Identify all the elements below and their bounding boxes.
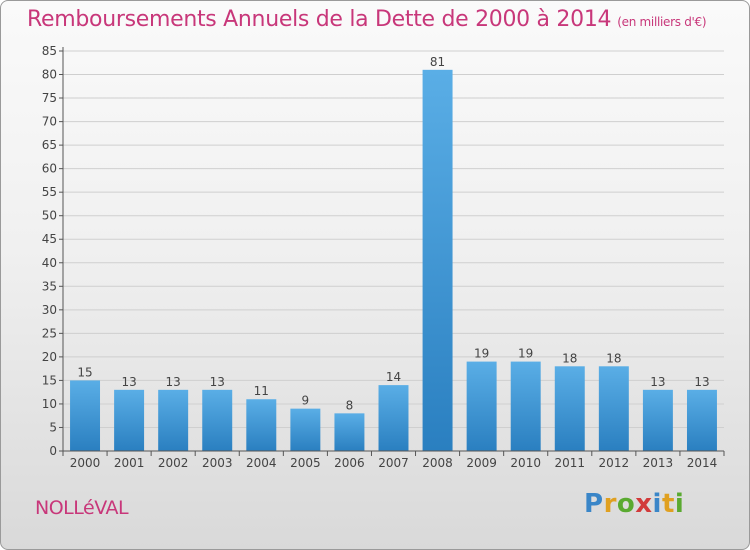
bar-value-label: 13 [694, 375, 709, 389]
y-tick-label: 40 [42, 256, 57, 270]
y-tick-label: 50 [42, 209, 57, 223]
logo-letter: x [635, 489, 653, 519]
logo-letter: i [674, 489, 685, 519]
bar-value-label: 81 [430, 55, 445, 69]
y-tick-label: 35 [42, 279, 57, 293]
bar [510, 361, 541, 451]
bar [70, 380, 101, 451]
x-tick-label: 2007 [378, 456, 409, 470]
bar [334, 413, 365, 451]
bar-value-label: 13 [650, 375, 665, 389]
y-tick-label: 85 [42, 44, 57, 58]
x-tick-label: 2008 [422, 456, 453, 470]
x-tick-label: 2005 [290, 456, 321, 470]
bar [202, 389, 233, 451]
logo-letter: r [603, 489, 617, 519]
bar [466, 361, 497, 451]
x-tick-label: 2002 [158, 456, 189, 470]
bar [422, 69, 453, 451]
y-tick-label: 0 [49, 444, 57, 458]
x-tick-label: 2003 [202, 456, 233, 470]
y-tick-label: 30 [42, 303, 57, 317]
bar [686, 389, 717, 451]
bar-value-label: 18 [562, 351, 577, 365]
x-tick-label: 2013 [643, 456, 674, 470]
bar-value-label: 13 [210, 375, 225, 389]
proxiti-logo: Proxiti [584, 489, 684, 519]
x-tick-label: 2004 [246, 456, 277, 470]
x-tick-label: 2014 [687, 456, 718, 470]
bar-value-label: 13 [166, 375, 181, 389]
axes [62, 47, 724, 452]
title-unit: (en milliers d'€) [617, 15, 707, 29]
title-text: Remboursements Annuels de la Dette de 20… [27, 7, 612, 32]
y-tick-label: 25 [42, 326, 57, 340]
bar [158, 389, 189, 451]
x-tick-label: 2006 [334, 456, 365, 470]
bar [598, 366, 629, 451]
y-tick-label: 70 [42, 115, 57, 129]
y-tick-label: 60 [42, 162, 57, 176]
x-tick-label: 2011 [554, 456, 585, 470]
bar-value-label: 15 [77, 365, 92, 379]
bar-value-label: 9 [302, 394, 310, 408]
bar-value-label: 14 [386, 370, 401, 384]
y-tick-label: 55 [42, 185, 57, 199]
y-tick-label: 10 [42, 397, 57, 411]
bar-value-label: 13 [121, 375, 136, 389]
y-tick-label: 75 [42, 91, 57, 105]
x-tick-label: 2012 [599, 456, 630, 470]
bar-value-label: 19 [518, 347, 533, 361]
bar-value-label: 18 [606, 351, 621, 365]
bar-value-label: 8 [346, 398, 354, 412]
commune-name: NOLLéVAL [35, 497, 129, 519]
x-tick-label: 2009 [466, 456, 497, 470]
y-tick-label: 20 [42, 350, 57, 364]
bar [114, 389, 145, 451]
y-tick-label: 45 [42, 232, 57, 246]
bar [290, 408, 321, 451]
y-tick-label: 80 [42, 68, 57, 82]
logo-letter: i [652, 489, 662, 519]
logo-letter: t [661, 489, 675, 519]
logo-letter: P [584, 489, 604, 519]
bar-value-labels: 15 13 13 13 11 9 8 14 81 19 19 18 18 13 13 [77, 55, 709, 413]
bar [554, 366, 585, 451]
bar [246, 399, 277, 451]
chart-title: Remboursements Annuels de la Dette de 20… [27, 7, 707, 32]
bar-value-label: 19 [474, 347, 489, 361]
y-tick-label: 15 [42, 373, 57, 387]
y-tick-label: 5 [49, 420, 57, 434]
x-axis-ticks: 2000 2001 2002 2003 2004 2005 2006 2007 2008 2009… [62, 451, 725, 470]
logo-letter: o [616, 489, 636, 519]
bars [70, 69, 717, 451]
bar-value-label: 11 [254, 384, 269, 398]
x-tick-label: 2010 [510, 456, 541, 470]
y-axis-ticks: 0 5 10 15 20 25 30 35 40 45 50 55 60 65 70 75 80 85 [42, 44, 63, 458]
y-tick-label: 65 [42, 138, 57, 152]
x-tick-label: 2000 [70, 456, 101, 470]
x-tick-label: 2001 [114, 456, 145, 470]
bar [642, 389, 673, 451]
bar [378, 385, 409, 451]
